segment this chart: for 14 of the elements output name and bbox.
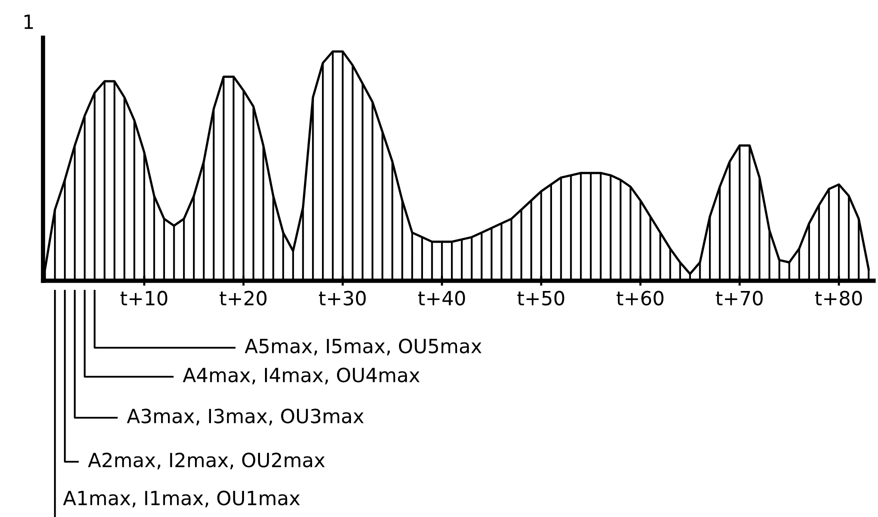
text: 1 xyxy=(24,14,33,29)
x-tick-label: t+10 xyxy=(120,290,168,306)
x-tick-label: t+70 xyxy=(716,290,763,306)
x-tick-label: t+80 xyxy=(815,290,862,306)
x-tick-label: t+60 xyxy=(616,290,664,306)
text: A4max, I4max, OU4max xyxy=(182,368,420,384)
text: A5max, I5max, OU5max xyxy=(244,338,482,356)
x-tick-label: t+40 xyxy=(418,290,465,306)
x-tick-label: t+50 xyxy=(517,290,564,306)
text: A2max, I2max, OU2max xyxy=(88,452,325,470)
text: A3max, I3max, OU3max xyxy=(126,408,364,426)
x-tick-label: t+20 xyxy=(220,290,267,306)
x-tick-label: t+30 xyxy=(318,290,366,306)
text: A1max, I1max, OU1max xyxy=(63,490,300,508)
